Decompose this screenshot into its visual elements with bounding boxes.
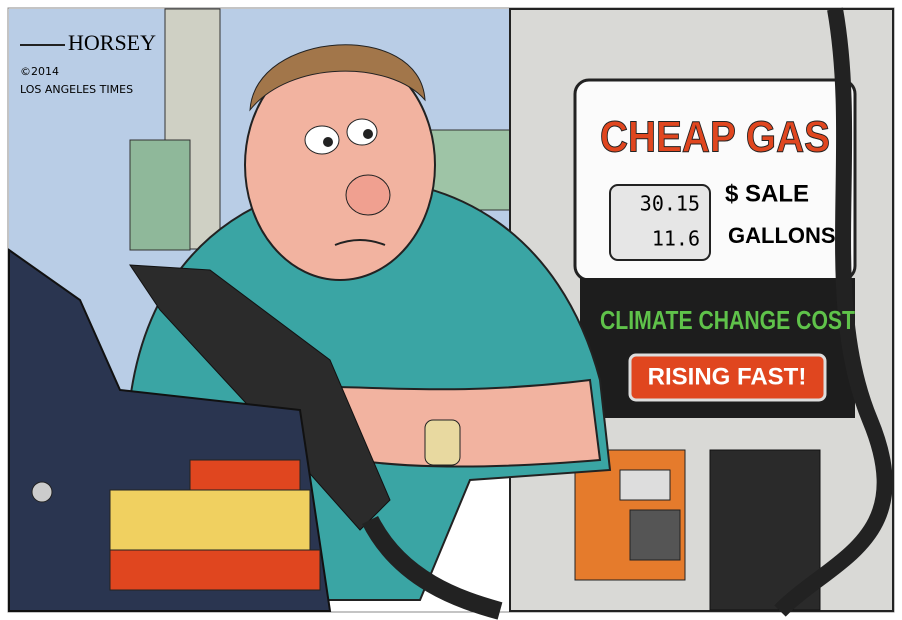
- nose: [346, 175, 390, 215]
- sale-amount: 30.15: [640, 192, 700, 216]
- publisher: LOS ANGELES TIMES: [20, 83, 133, 96]
- taillight: [110, 550, 320, 590]
- page: HORSEY ©2014 LOS ANGELES TIMES CHEAP GAS…: [0, 0, 902, 620]
- pupil: [323, 137, 333, 147]
- climate-status: RISING FAST!: [648, 363, 807, 390]
- pupil: [363, 129, 373, 139]
- climate-label: CLIMATE CHANGE COST: [600, 305, 855, 335]
- copyright: ©2014: [20, 65, 59, 78]
- background-sign: [130, 140, 190, 250]
- eye: [305, 126, 339, 154]
- gallons-label: GALLONS: [728, 223, 836, 248]
- watch: [425, 420, 460, 465]
- keypad: [630, 510, 680, 560]
- headline: CHEAP GAS: [600, 113, 830, 162]
- sale-label: $ SALE: [725, 180, 809, 207]
- key-lock: [32, 482, 52, 502]
- cartoon: HORSEY ©2014 LOS ANGELES TIMES CHEAP GAS…: [0, 0, 902, 620]
- artist: HORSEY: [68, 30, 156, 55]
- taillight: [110, 490, 310, 550]
- terminal-screen: [620, 470, 670, 500]
- gallons-amount: 11.6: [652, 227, 700, 251]
